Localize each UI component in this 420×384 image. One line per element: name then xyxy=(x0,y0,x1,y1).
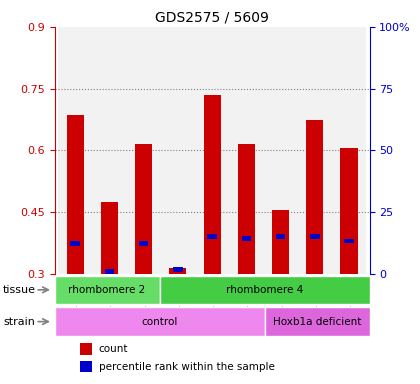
Bar xyxy=(263,27,298,274)
Bar xyxy=(344,238,354,243)
Bar xyxy=(161,27,195,274)
Bar xyxy=(298,27,332,274)
Text: percentile rank within the sample: percentile rank within the sample xyxy=(99,362,275,372)
Text: strain: strain xyxy=(3,317,35,327)
Bar xyxy=(332,27,366,274)
FancyBboxPatch shape xyxy=(265,307,370,336)
Bar xyxy=(238,144,255,274)
Bar xyxy=(71,241,80,245)
Bar xyxy=(341,148,357,274)
Bar xyxy=(204,95,220,274)
Bar xyxy=(195,27,229,274)
Bar xyxy=(310,234,320,239)
Title: GDS2575 / 5609: GDS2575 / 5609 xyxy=(155,10,269,24)
Bar xyxy=(276,234,285,239)
Bar xyxy=(80,343,92,355)
Bar xyxy=(126,27,161,274)
Bar xyxy=(207,234,217,239)
Bar xyxy=(135,144,152,274)
Bar xyxy=(58,27,92,274)
FancyBboxPatch shape xyxy=(160,276,370,304)
Text: rhombomere 2: rhombomere 2 xyxy=(68,285,146,295)
Bar xyxy=(139,241,148,245)
FancyBboxPatch shape xyxy=(55,307,265,336)
Bar xyxy=(272,210,289,274)
Text: Hoxb1a deficient: Hoxb1a deficient xyxy=(273,317,361,327)
Bar xyxy=(92,27,126,274)
Bar xyxy=(67,116,84,274)
Bar xyxy=(80,361,92,372)
Text: rhombomere 4: rhombomere 4 xyxy=(226,285,303,295)
Bar xyxy=(105,270,114,275)
Text: tissue: tissue xyxy=(3,285,35,295)
Bar xyxy=(101,202,118,274)
FancyBboxPatch shape xyxy=(55,276,160,304)
Bar xyxy=(229,27,263,274)
Bar xyxy=(306,119,323,274)
Text: count: count xyxy=(99,344,128,354)
Bar xyxy=(241,237,251,242)
Bar xyxy=(173,267,183,272)
Bar xyxy=(169,268,186,274)
Text: control: control xyxy=(142,317,178,327)
